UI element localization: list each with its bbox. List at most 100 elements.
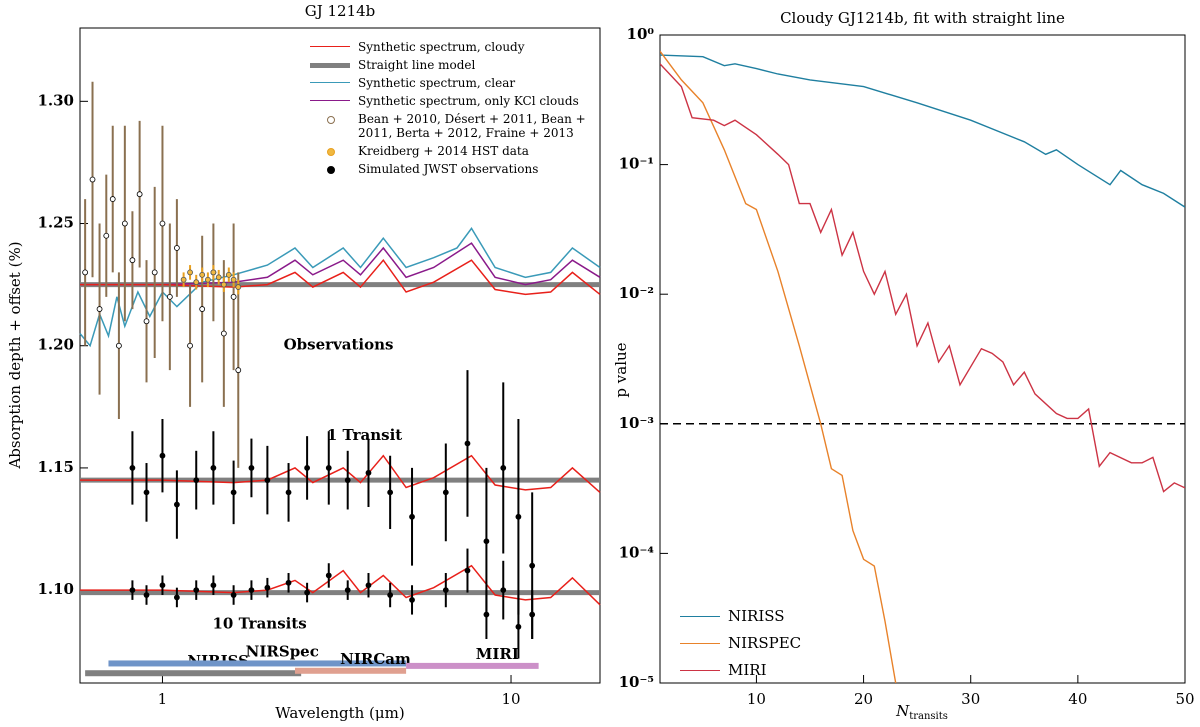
y-tick-label: 10⁰ [627,25,655,43]
x-tick-label: 10 [747,690,766,708]
y-tick-label: 1.25 [37,214,74,232]
y-tick-label: 1.30 [37,91,74,109]
legend-swatch [680,643,720,644]
data-point [159,452,166,459]
legend-entry: Synthetic spectrum, cloudy [310,40,590,54]
data-point [248,587,255,594]
data-point [325,465,332,471]
y-tick-label: 10⁻⁵ [619,673,654,691]
data-point [89,176,96,183]
data-point [442,489,449,496]
legend-entry: NIRSPEC [680,634,880,652]
instrument-band [406,662,539,669]
data-point [199,306,206,312]
data-point [515,513,522,520]
legend-entry: Synthetic spectrum, only KCl clouds [310,94,590,108]
data-point [193,477,200,484]
series-line [80,564,601,606]
legend-swatch [327,148,335,156]
data-point [500,587,507,594]
data-point [409,597,415,603]
data-point [285,579,292,586]
data-point [129,465,136,471]
annotation: 1 Transit [327,426,402,444]
data-point [500,465,507,471]
data-point [143,592,150,598]
data-point [159,220,166,227]
data-point [483,611,490,618]
data-point [230,293,237,300]
y-axis-label: Absorption depth + offset (%) [6,241,24,469]
data-point [230,489,237,496]
data-point [210,465,217,471]
plot-frame [79,27,601,684]
data-point [304,589,311,596]
series-line [660,54,1185,208]
x-tick-label: 40 [1068,690,1087,708]
data-point [199,271,206,278]
data-point [136,191,143,198]
legend-entry: Kreidberg + 2014 HST data [310,144,590,158]
legend-swatch [327,166,335,174]
legend-swatch [327,116,335,124]
data-point [220,330,227,337]
data-point [248,465,255,471]
legend-swatch [310,100,350,102]
data-point [210,582,217,589]
instrument-label: NIRCam [340,650,411,668]
data-point [103,232,110,239]
data-point [193,279,200,286]
data-point [151,269,158,276]
data-point [215,274,222,281]
data-point [483,538,490,545]
legend-swatch [680,616,720,617]
data-point [264,477,271,484]
data-point [325,572,332,579]
series-line [660,50,897,683]
x-tick-label: 20 [854,690,873,708]
data-point [220,281,227,288]
legend-entry: Simulated JWST observations [310,162,590,176]
data-point [529,562,536,569]
data-point [529,611,536,618]
data-point [159,582,166,589]
data-point [344,587,351,594]
data-point [464,567,471,574]
x-axis-label: Wavelength (μm) [275,704,404,722]
y-tick-label: 1.10 [37,580,74,598]
data-point [442,587,449,594]
data-point [264,584,271,591]
instrument-band [294,667,407,674]
data-point [230,276,237,283]
legend-entry: Synthetic spectrum, clear [310,76,590,90]
legend-swatch [310,46,350,48]
data-point [96,306,103,312]
data-point [387,592,394,598]
data-point [116,342,122,349]
data-point [230,592,237,598]
y-tick-label: 1.20 [37,336,74,354]
data-point [515,623,522,630]
data-point [365,582,372,589]
legend-swatch [680,670,720,671]
instrument-label: MIRI [476,645,519,663]
x-tick-label: 50 [1175,690,1194,708]
series-line [660,63,1185,493]
legend-entry: Bean + 2010, Désert + 2011, Bean + 2011,… [310,112,590,140]
x-axis-label-sub: transits [909,711,948,722]
chart-title: GJ 1214b [305,2,376,20]
x-axis-label: Ntransits [895,702,948,722]
x-tick-label: 30 [961,690,980,708]
data-point [143,318,150,325]
data-point [121,220,128,227]
x-tick-label: 10 [501,690,520,708]
data-point [365,469,372,476]
series-line [80,454,601,493]
y-axis-label: p value [612,342,630,397]
instrument-label: NIRSpec [246,642,319,660]
legend-swatch [310,62,350,68]
series-line [80,258,601,296]
y-tick-label: 1.15 [37,458,74,476]
